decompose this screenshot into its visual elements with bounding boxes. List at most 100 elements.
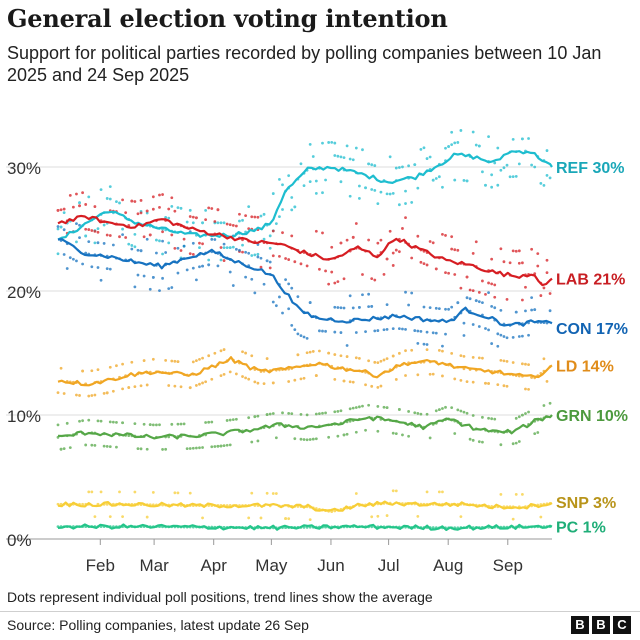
poll-dot [133, 200, 137, 203]
poll-dot [545, 173, 549, 177]
poll-dot [241, 375, 244, 378]
y-tick-label: 30% [7, 159, 41, 178]
poll-dot [75, 259, 78, 263]
poll-dot [108, 197, 112, 201]
poll-dot [545, 379, 549, 383]
poll-dot [474, 143, 478, 147]
trend-line-con [57, 238, 553, 327]
poll-dot [139, 211, 143, 215]
poll-dot [471, 323, 475, 326]
poll-dot [444, 146, 447, 150]
poll-dot [176, 271, 180, 275]
poll-dot [191, 360, 195, 364]
poll-dot [394, 248, 398, 252]
poll-dot [173, 384, 177, 388]
poll-dot [370, 188, 374, 191]
poll-dot [527, 388, 530, 391]
poll-dot [471, 414, 475, 417]
poll-dot [425, 412, 429, 416]
end-label-ref: REF 30% [556, 160, 624, 177]
poll-dot [434, 331, 438, 335]
poll-dot [348, 407, 352, 411]
poll-dot [228, 443, 232, 447]
poll-dot [379, 190, 383, 194]
poll-dot [499, 247, 503, 251]
poll-dot [496, 146, 500, 150]
poll-dot [62, 228, 66, 232]
poll-dot [121, 198, 124, 202]
poll-dot [533, 432, 537, 435]
poll-dot [318, 267, 321, 271]
poll-dot [502, 384, 506, 388]
poll-dot [115, 445, 118, 449]
poll-dot [499, 443, 503, 447]
poll-dot [96, 241, 100, 245]
poll-dot [394, 489, 398, 493]
poll-dot [90, 443, 94, 447]
poll-dot [305, 351, 309, 355]
poll-dot [520, 362, 524, 366]
poll-dot [290, 208, 294, 212]
poll-dot [530, 247, 534, 251]
poll-dot [228, 418, 232, 422]
poll-dot [376, 514, 380, 518]
poll-dot [511, 249, 515, 253]
poll-dot [213, 351, 217, 355]
poll-dot [228, 246, 232, 250]
poll-dot [493, 161, 497, 165]
gridlines [6, 166, 552, 540]
poll-dot [185, 220, 189, 224]
poll-dot [357, 197, 361, 200]
poll-dot [345, 355, 349, 358]
poll-dot [441, 349, 444, 353]
poll-dot [391, 489, 395, 493]
poll-dot [493, 295, 497, 299]
poll-dot [268, 234, 272, 238]
poll-dot [404, 327, 407, 331]
poll-dot [524, 309, 527, 313]
poll-dot [155, 423, 158, 427]
poll-dot [265, 491, 269, 495]
poll-dot [487, 382, 490, 385]
poll-dot [130, 244, 134, 247]
poll-dot [118, 235, 121, 239]
poll-dot [321, 329, 324, 333]
poll-dot [385, 257, 389, 261]
poll-dot [318, 329, 321, 333]
poll-dot [158, 289, 161, 293]
poll-dot [136, 273, 140, 277]
poll-dot [68, 256, 72, 260]
poll-dot [210, 420, 214, 424]
poll-dot [370, 277, 374, 281]
poll-dot [413, 411, 417, 415]
poll-dot [201, 446, 204, 449]
poll-dot [444, 307, 447, 311]
poll-dot [487, 416, 490, 420]
poll-dot [108, 267, 112, 271]
poll-dot [308, 143, 312, 146]
poll-dot [139, 249, 143, 253]
poll-dot [321, 141, 324, 145]
poll-dot [133, 490, 137, 494]
poll-dot [158, 193, 161, 197]
poll-dot [170, 196, 174, 200]
poll-dot [517, 261, 521, 265]
poll-dot [502, 260, 506, 264]
poll-dot [188, 208, 192, 212]
poll-dot [222, 221, 226, 225]
poll-dot [373, 188, 377, 192]
poll-dot [511, 335, 515, 339]
poll-dot [385, 327, 389, 331]
poll-dot [302, 335, 306, 339]
poll-dot [78, 204, 81, 208]
poll-dot [176, 246, 180, 250]
poll-dot [327, 282, 331, 286]
poll-dot [161, 448, 164, 451]
poll-dot [84, 234, 88, 238]
poll-dot [422, 146, 426, 150]
poll-dot [530, 296, 534, 300]
poll-dot [247, 251, 251, 255]
poll-dot [299, 162, 303, 166]
poll-dot [111, 420, 115, 424]
poll-dot [367, 305, 371, 309]
